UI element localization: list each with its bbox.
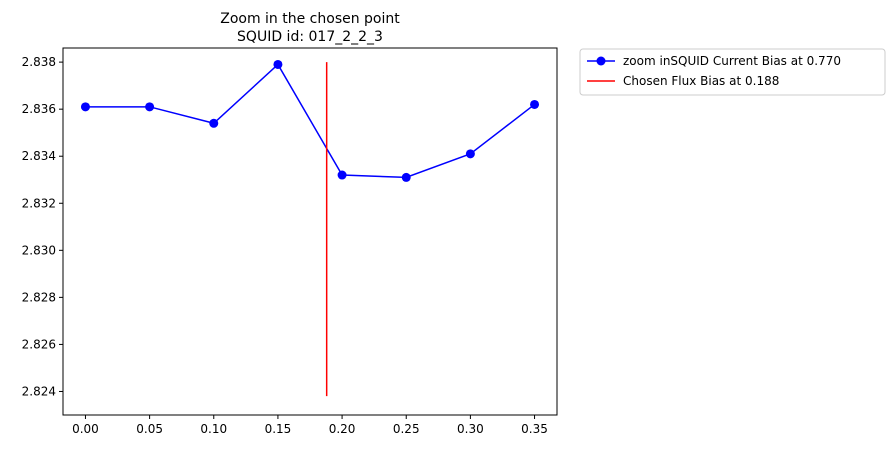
y-tick-label: 2.828 (22, 290, 56, 304)
chart-title: Zoom in the chosen point (220, 11, 400, 27)
x-tick-label: 0.30 (457, 422, 484, 436)
data-point (337, 170, 347, 180)
x-tick-label: 0.05 (136, 422, 163, 436)
chart-subtitle: SQUID id: 017_2_2_3 (237, 29, 383, 45)
y-tick-label: 2.834 (22, 149, 56, 163)
data-point (401, 172, 411, 182)
legend-box (579, 48, 886, 96)
y-tick-label: 2.824 (22, 384, 56, 398)
x-tick-label: 0.10 (200, 422, 227, 436)
y-tick-label: 2.838 (22, 55, 56, 69)
y-tick-label: 2.836 (22, 102, 56, 116)
y-tick-label: 2.826 (22, 337, 56, 351)
data-point (209, 118, 219, 128)
x-tick-label: 0.35 (521, 422, 548, 436)
x-tick-label: 0.25 (393, 422, 420, 436)
x-tick-label: 0.00 (72, 422, 99, 436)
data-point (80, 102, 90, 112)
legend-label-0: zoom inSQUID Current Bias at 0.770 (623, 54, 841, 68)
y-tick-label: 2.832 (22, 196, 56, 210)
plot-frame (62, 47, 558, 416)
legend-label-1: Chosen Flux Bias at 0.188 (623, 74, 779, 88)
legend: zoom inSQUID Current Bias at 0.770 Chosen… (579, 48, 886, 96)
series-line-0 (85, 63, 536, 179)
x-tick-label: 0.15 (265, 422, 292, 436)
series-layer (80, 59, 540, 397)
legend-marker-0 (596, 56, 606, 66)
data-point (145, 102, 155, 112)
x-tick-label: 0.20 (329, 422, 356, 436)
axes-layer: 0.00 0.05 0.10 0.15 0.20 0.25 0.30 0.35 2.824 2.8… (22, 47, 558, 436)
data-point (530, 99, 540, 109)
data-point (273, 59, 283, 69)
data-point (465, 149, 475, 159)
y-tick-label: 2.830 (22, 243, 56, 257)
